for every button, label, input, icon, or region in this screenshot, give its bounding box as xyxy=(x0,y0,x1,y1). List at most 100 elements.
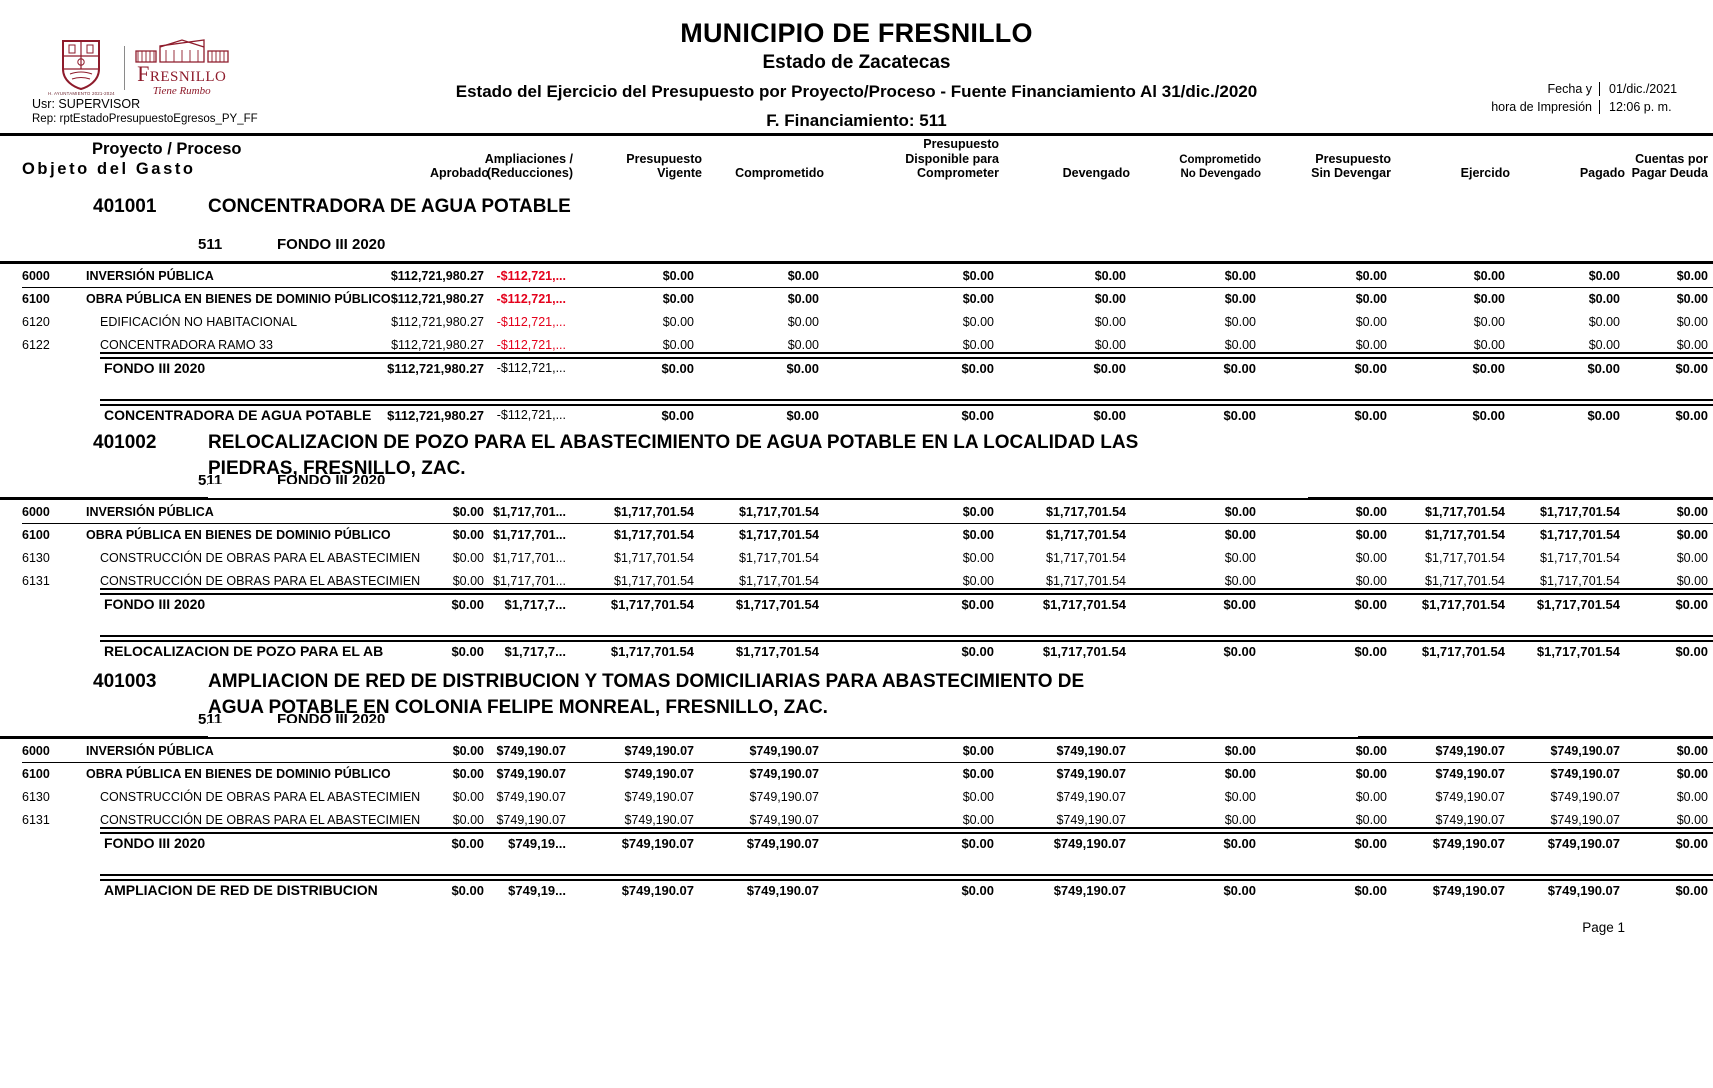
coat-of-arms-icon xyxy=(62,39,101,90)
project-total-col-4: $0.00 xyxy=(961,883,994,898)
row-code: 6131 xyxy=(22,574,50,588)
cell-col-5: $0.00 xyxy=(1094,315,1126,329)
fund-total-row: FONDO III 2020 $0.00 $749,19... $749,190.07… xyxy=(0,831,1713,855)
cell-col-5: $749,190.07 xyxy=(1056,744,1126,758)
cell-col-7: $0.00 xyxy=(1355,292,1387,306)
table-rule xyxy=(100,404,1713,406)
cell-col-5: $0.00 xyxy=(1094,269,1126,283)
col-comprometido: Comprometido xyxy=(735,166,824,181)
cell-col-10: $0.00 xyxy=(1676,528,1708,542)
cell-col-2: $749,190.07 xyxy=(624,813,694,827)
col-objeto-del-gasto: Objeto del Gasto xyxy=(22,160,196,179)
cell-col-4: $0.00 xyxy=(962,790,994,804)
row-description: EDIFICACIÓN NO HABITACIONAL xyxy=(100,315,298,329)
cell-col-7: $0.00 xyxy=(1355,551,1387,565)
col-presupuesto-vigente: Presupuesto Vigente xyxy=(582,152,702,181)
project-total-col-0: $0.00 xyxy=(451,644,484,659)
cell-col-3: $0.00 xyxy=(787,292,819,306)
section-code-401003: 401003 xyxy=(93,671,157,692)
cell-col-5: $749,190.07 xyxy=(1056,790,1126,804)
cell-col-1: $749,190.07 xyxy=(496,813,566,827)
col-vigente-l1: Presupuesto xyxy=(626,151,702,166)
table-row: 6100 OBRA PÚBLICA EN BIENES DE DOMINIO PÚ… xyxy=(0,763,1713,786)
cell-col-10: $0.00 xyxy=(1676,744,1708,758)
fund-total-col-6: $0.00 xyxy=(1223,361,1256,376)
row-description: INVERSIÓN PÚBLICA xyxy=(86,744,214,758)
table-rule xyxy=(100,879,1713,881)
cell-col-6: $0.00 xyxy=(1224,813,1256,827)
cell-col-4: $0.00 xyxy=(962,574,994,588)
fund-total-col-5: $1,717,701.54 xyxy=(1042,597,1126,612)
project-total-col-2: $0.00 xyxy=(661,408,694,423)
cell-col-2: $1,717,701.54 xyxy=(614,574,694,588)
col-vigente-l2: Vigente xyxy=(657,166,702,181)
state-subtitle: Estado de Zacatecas xyxy=(762,52,951,74)
row-code: 6122 xyxy=(22,338,50,352)
table-row: 6131 CONSTRUCCIÓN DE OBRAS PARA EL ABASTE… xyxy=(0,809,1713,832)
col-ejercido: Ejercido xyxy=(1460,166,1510,181)
cell-col-5: $1,717,701.54 xyxy=(1046,505,1126,519)
cell-col-10: $0.00 xyxy=(1676,790,1708,804)
row-description: OBRA PÚBLICA EN BIENES DE DOMINIO PÚBLIC… xyxy=(86,767,391,781)
cell-col-0: $0.00 xyxy=(452,551,484,565)
fund-total-col-2: $0.00 xyxy=(661,361,694,376)
cell-col-1: $1,717,701... xyxy=(493,505,566,519)
cell-col-1: -$112,721,... xyxy=(496,315,566,329)
cell-col-7: $0.00 xyxy=(1355,790,1387,804)
col-pagado: Pagado xyxy=(1579,166,1625,181)
cell-col-7: $0.00 xyxy=(1355,315,1387,329)
cell-col-7: $0.00 xyxy=(1355,338,1387,352)
row-code: 6131 xyxy=(22,813,50,827)
row-code: 6130 xyxy=(22,790,50,804)
project-total-col-10: $0.00 xyxy=(1675,644,1708,659)
cell-col-6: $0.00 xyxy=(1224,292,1256,306)
cell-col-4: $0.00 xyxy=(962,315,994,329)
fund-total-col-9: $1,717,701.54 xyxy=(1536,597,1620,612)
print-time-label: hora de Impresión xyxy=(1491,100,1592,114)
table-column-headers: Proyecto / Proceso Objeto del Gasto Apro… xyxy=(0,133,1713,181)
fund-total-label: FONDO III 2020 xyxy=(104,360,206,376)
section-name-line2-401002: PIEDRAS, FRESNILLO, ZAC. xyxy=(208,458,466,479)
row-code: 6000 xyxy=(22,744,50,758)
print-time-value: 12:06 p. m. xyxy=(1599,100,1703,114)
cell-col-8: $0.00 xyxy=(1473,269,1505,283)
cell-col-4: $0.00 xyxy=(962,338,994,352)
municipal-logo: H. AYUNTAMIENTO 2021-2024 Fresnillo Tien… xyxy=(48,38,230,97)
fund-total-row: FONDO III 2020 $0.00 $1,717,7... $1,717,701… xyxy=(0,592,1713,616)
cell-col-1: $1,717,701... xyxy=(493,574,566,588)
cell-col-8: $1,717,701.54 xyxy=(1425,551,1505,565)
cell-col-9: $0.00 xyxy=(1588,269,1620,283)
fund-total-col-6: $0.00 xyxy=(1223,836,1256,851)
cell-col-0: $0.00 xyxy=(452,528,484,542)
fund-total-col-1: $1,717,7... xyxy=(504,597,566,612)
table-row: 6122 CONCENTRADORA RAMO 33 $112,721,980.27… xyxy=(0,334,1713,357)
project-total-col-9: $1,717,701.54 xyxy=(1536,644,1620,659)
cell-col-4: $0.00 xyxy=(962,292,994,306)
project-total-col-8: $749,190.07 xyxy=(1432,883,1505,898)
cell-col-4: $0.00 xyxy=(962,505,994,519)
fund-total-label: FONDO III 2020 xyxy=(104,596,206,612)
cell-col-1: $749,190.07 xyxy=(496,744,566,758)
cell-col-4: $0.00 xyxy=(962,744,994,758)
cell-col-0: $0.00 xyxy=(452,574,484,588)
col-compno-l2: No Devengado xyxy=(1180,167,1261,180)
cell-col-1: $749,190.07 xyxy=(496,767,566,781)
cell-col-2: $0.00 xyxy=(662,292,694,306)
cell-col-9: $1,717,701.54 xyxy=(1540,551,1620,565)
project-total-row: RELOCALIZACION DE POZO PARA EL AB $0.00 $1… xyxy=(0,639,1713,663)
cell-col-7: $0.00 xyxy=(1355,767,1387,781)
fund-total-col-0: $0.00 xyxy=(451,597,484,612)
cell-col-10: $0.00 xyxy=(1676,505,1708,519)
project-total-col-3: $0.00 xyxy=(786,408,819,423)
cell-col-0: $112,721,980.27 xyxy=(391,338,484,352)
col-cuentas-l1: Cuentas por xyxy=(1635,151,1708,166)
fund-total-col-7: $0.00 xyxy=(1354,597,1387,612)
cell-col-0: $0.00 xyxy=(452,505,484,519)
cell-col-7: $0.00 xyxy=(1355,269,1387,283)
project-total-col-2: $749,190.07 xyxy=(621,883,694,898)
project-total-col-8: $1,717,701.54 xyxy=(1421,644,1505,659)
col-disponible-l1: Presupuesto xyxy=(923,137,999,152)
fund-total-col-6: $0.00 xyxy=(1223,597,1256,612)
fund-total-row: FONDO III 2020 $112,721,980.27 -$112,721,.… xyxy=(0,356,1713,380)
col-sindev-l1: Presupuesto xyxy=(1315,151,1391,166)
